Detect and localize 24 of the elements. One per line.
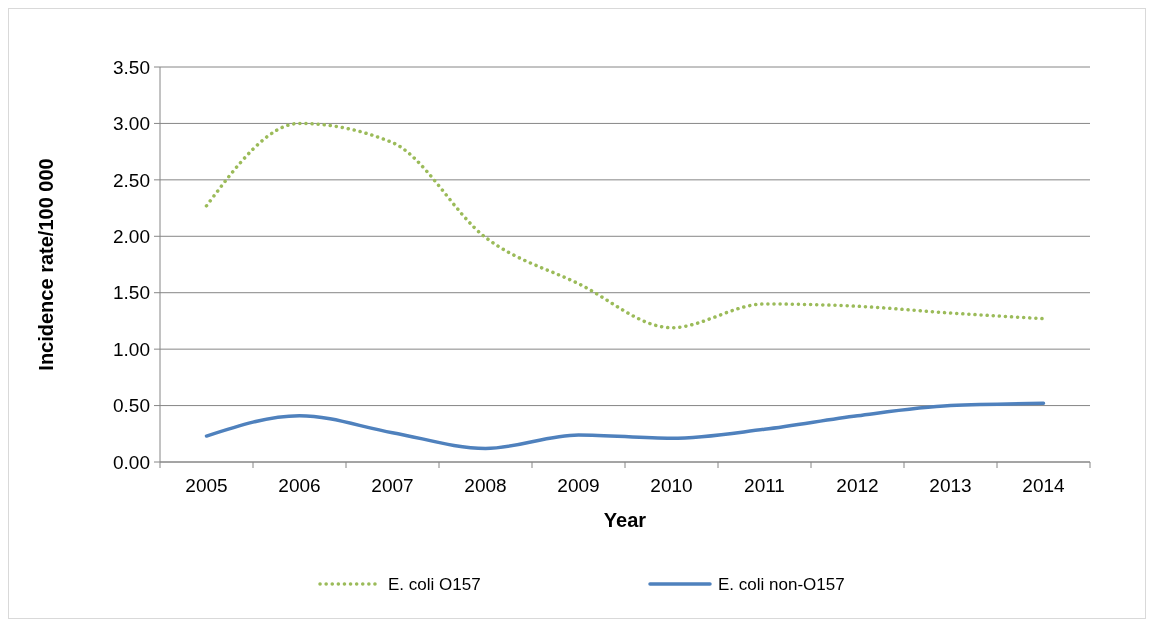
y-tick-label: 2.00 <box>113 225 150 247</box>
x-tick-label: 2009 <box>557 475 600 496</box>
x-tick-label: 2011 <box>744 475 785 496</box>
x-axis-title: Year <box>603 509 647 531</box>
x-tick-label: 2006 <box>278 475 321 496</box>
x-tick-label: 2013 <box>929 475 972 496</box>
y-axis-title: Incidence rate/100 000 <box>35 158 57 371</box>
x-tick-label: 2008 <box>464 475 507 496</box>
y-tick-label: 0.50 <box>113 395 150 417</box>
y-tick-label: 3.00 <box>113 113 150 135</box>
y-tick-label: 0.00 <box>113 451 150 473</box>
y-tick-label: 3.50 <box>113 56 150 78</box>
legend-label: E. coli non-O157 <box>718 574 845 594</box>
line-series <box>204 401 1046 451</box>
y-tick-label: 1.00 <box>113 338 150 360</box>
x-tick-label: 2005 <box>185 475 228 496</box>
x-tick-label: 2014 <box>1022 475 1066 496</box>
x-tick-label: 2007 <box>371 475 414 496</box>
y-tick-label: 2.50 <box>113 169 150 191</box>
legend-label: E. coli O157 <box>388 574 481 594</box>
x-tick-label: 2010 <box>650 475 693 496</box>
y-tick-label: 1.50 <box>113 282 150 304</box>
line-series <box>204 121 1046 330</box>
x-tick-label: 2012 <box>836 475 879 496</box>
